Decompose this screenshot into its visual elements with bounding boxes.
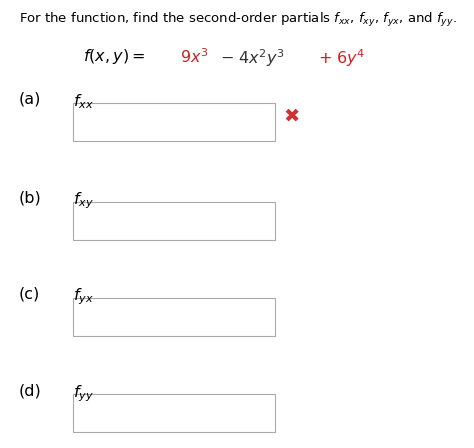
Text: $+\ 6y^4$: $+\ 6y^4$	[318, 47, 365, 69]
Text: $f_{yy}$: $f_{yy}$	[73, 383, 94, 404]
FancyBboxPatch shape	[73, 394, 275, 432]
Text: $9x^3$: $9x^3$	[180, 47, 209, 66]
Text: (d): (d)	[19, 383, 42, 398]
Text: (a): (a)	[19, 92, 41, 107]
FancyBboxPatch shape	[73, 103, 275, 141]
FancyBboxPatch shape	[73, 202, 275, 240]
FancyBboxPatch shape	[73, 298, 275, 336]
Text: (c): (c)	[19, 287, 40, 302]
Text: $f(x, y) =$: $f(x, y) =$	[83, 47, 145, 66]
Text: $-\ 4x^2y^3$: $-\ 4x^2y^3$	[220, 47, 285, 69]
Text: (b): (b)	[19, 190, 42, 205]
Text: $f_{yx}$: $f_{yx}$	[73, 287, 94, 307]
Text: $f_{xx}$: $f_{xx}$	[73, 92, 94, 111]
Text: For the function, find the second-order partials $f_{xx}$, $f_{xy}$, $f_{yx}$, a: For the function, find the second-order …	[19, 11, 457, 29]
Text: $f_{xy}$: $f_{xy}$	[73, 190, 94, 211]
Text: ✖: ✖	[283, 107, 300, 126]
